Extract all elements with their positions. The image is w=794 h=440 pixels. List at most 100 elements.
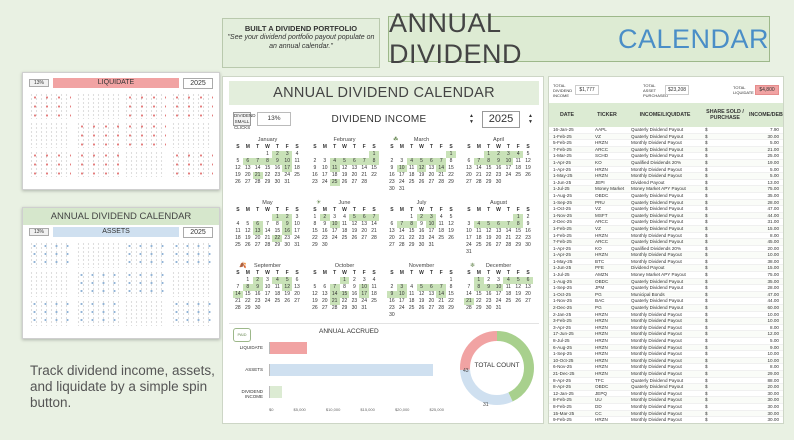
day-cell[interactable]: 27 [254, 242, 261, 248]
day-cell[interactable]: 21 [438, 298, 444, 304]
table-row[interactable]: 1-Mar-25 SCHD Quaterly Dividend Payout $25.… [549, 153, 783, 160]
day-cell[interactable]: 17 [294, 228, 300, 234]
day-cell[interactable]: 22 [408, 235, 415, 241]
day-cell[interactable]: 31 [361, 305, 367, 311]
day-cell[interactable]: 29 [408, 242, 415, 248]
day-cell[interactable]: 10 [466, 228, 472, 234]
day-cell[interactable]: 15 [448, 291, 454, 297]
day-cell[interactable]: 4 [410, 284, 414, 290]
day-cell[interactable]: 16 [389, 172, 395, 178]
day-cell[interactable]: 26 [418, 179, 425, 185]
day-cell[interactable]: 11 [371, 284, 377, 290]
day-cell[interactable]: 11 [274, 284, 280, 290]
day-cell[interactable]: 16 [418, 228, 425, 234]
day-cell[interactable]: 7 [503, 221, 514, 228]
day-cell[interactable]: 9 [387, 291, 397, 298]
day-cell[interactable]: 1 [410, 214, 414, 220]
day-cell[interactable]: 31 [466, 249, 472, 255]
day-cell[interactable]: 18 [341, 228, 348, 234]
day-cell[interactable]: 30 [274, 179, 281, 185]
day-cell[interactable]: 21 [464, 298, 474, 305]
day-cell[interactable]: 8 [275, 221, 279, 227]
day-cell[interactable]: 28 [475, 179, 482, 185]
day-cell[interactable]: 5 [349, 214, 360, 221]
day-cell[interactable]: 16 [312, 172, 318, 178]
day-cell[interactable]: 9 [420, 221, 423, 227]
day-cell[interactable]: 20 [428, 298, 435, 304]
day-cell[interactable]: 3 [497, 277, 500, 283]
day-cell[interactable]: 23 [284, 235, 290, 241]
day-cell[interactable]: 7 [236, 284, 240, 290]
day-cell[interactable]: 17 [495, 291, 502, 297]
day-cell[interactable]: 28 [254, 179, 261, 185]
day-cell[interactable]: 16 [321, 228, 328, 234]
table-row[interactable]: 2-Dec-25 PG Quaterly Dividend Payout $60.00 [549, 305, 783, 312]
day-cell[interactable]: 28 [264, 242, 271, 248]
day-cell[interactable]: 6 [467, 158, 471, 164]
day-cell[interactable]: 9 [282, 221, 293, 228]
day-cell[interactable]: 3 [396, 284, 407, 291]
table-row[interactable]: 1-Oct-25 VZ Quaterly Dividend Payout $47.00 [549, 206, 783, 213]
day-cell[interactable]: 21 [252, 172, 263, 179]
table-row[interactable]: 8-Apr-25 OBDC Quaterly Dividend Payout $20.… [549, 384, 783, 391]
day-cell[interactable]: 9 [390, 165, 394, 171]
day-cell[interactable]: 15 [515, 228, 521, 234]
day-cell[interactable]: 1 [272, 214, 283, 221]
day-cell[interactable]: 11 [409, 165, 415, 171]
day-cell[interactable]: 3 [426, 214, 437, 221]
day-cell[interactable]: 18 [235, 235, 241, 241]
day-cell[interactable]: 22 [264, 172, 271, 178]
percent-box[interactable]: 13% [257, 112, 291, 126]
day-cell[interactable]: 27 [389, 242, 395, 248]
day-cell[interactable]: 15 [475, 291, 482, 297]
day-cell[interactable]: 1 [339, 277, 350, 284]
table-row[interactable]: 1-Feb-25 VZ Quaterly Dividend Payout $30.00 [549, 133, 783, 141]
day-cell[interactable]: 18 [408, 298, 415, 304]
day-cell[interactable]: 4 [372, 277, 376, 283]
day-cell[interactable]: 13 [244, 165, 251, 171]
day-cell[interactable]: 4 [236, 221, 240, 227]
day-cell[interactable]: 1 [369, 151, 379, 158]
day-cell[interactable]: 30 [351, 305, 358, 311]
day-cell[interactable]: 13 [428, 291, 435, 297]
table-row[interactable]: 1-Apr-25 KO Qualified Dividends 20% $20.00 [549, 246, 783, 253]
day-cell[interactable]: 14 [233, 291, 243, 298]
day-cell[interactable]: 5 [246, 221, 250, 227]
day-cell[interactable]: 11 [505, 284, 511, 290]
table-row[interactable]: 17-Jun-25 HRZN Monthly Dividend Payout $12.… [549, 331, 783, 338]
day-cell[interactable]: 20 [428, 172, 435, 178]
day-cell[interactable]: 21 [264, 235, 271, 241]
table-row[interactable]: 8-Feb-25 DD Monthly Dividend Payout $30.00 [549, 404, 783, 411]
day-cell[interactable]: 24 [321, 179, 328, 185]
day-cell[interactable]: 17 [398, 298, 405, 304]
day-cell[interactable]: 21 [398, 235, 405, 241]
day-cell[interactable]: 2 [319, 214, 330, 221]
day-cell[interactable]: 7 [473, 158, 484, 165]
day-cell[interactable]: 12 [244, 228, 251, 234]
day-cell[interactable]: 27 [321, 305, 328, 311]
day-cell[interactable]: 27 [351, 179, 358, 185]
table-row[interactable]: 1-May-25 BTC Monthly Dividend Payout $38.00 [549, 259, 783, 266]
day-cell[interactable]: 24 [428, 235, 435, 241]
day-cell[interactable]: 22 [371, 172, 377, 178]
day-cell[interactable]: 7 [436, 284, 447, 291]
day-cell[interactable]: 28 [438, 179, 444, 185]
day-cell[interactable]: 27 [495, 242, 502, 248]
day-cell[interactable]: 15 [244, 291, 251, 297]
day-cell[interactable]: 21 [371, 228, 377, 234]
day-cell[interactable]: 26 [351, 235, 358, 241]
day-cell[interactable]: 11 [294, 158, 300, 164]
day-cell[interactable]: 24 [331, 235, 338, 241]
table-row[interactable]: 3-Apr-25 HRZN Monthly Dividend Payout $8.00 [549, 325, 783, 332]
day-cell[interactable]: 21 [438, 172, 444, 178]
day-cell[interactable]: 5 [282, 277, 293, 284]
day-cell[interactable]: 25 [294, 172, 300, 178]
day-cell[interactable]: 8 [513, 221, 524, 228]
day-cell[interactable]: 1 [449, 277, 453, 283]
day-cell[interactable]: 10 [294, 221, 300, 227]
mode-spin-button[interactable]: ▲ ▼ [469, 113, 474, 125]
day-cell[interactable]: 31 [428, 242, 435, 248]
day-cell[interactable]: 12 [416, 165, 427, 172]
day-cell[interactable]: 8 [449, 158, 453, 164]
table-row[interactable]: 7-Feb-25 ARCC Quaterly Dividend Payout $21.… [549, 146, 783, 154]
